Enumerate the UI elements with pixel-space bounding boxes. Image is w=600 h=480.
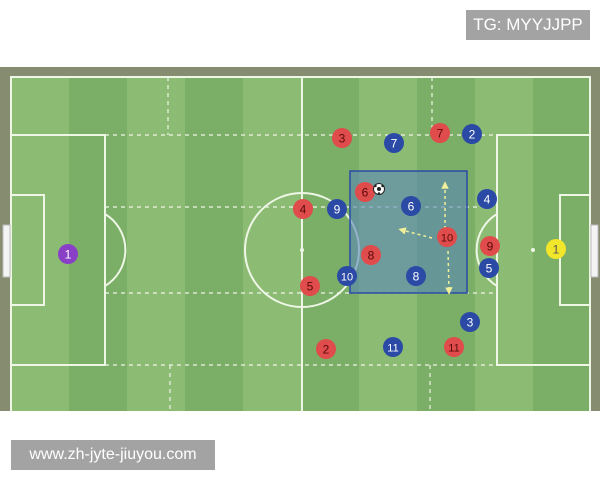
player-marker — [546, 239, 566, 259]
player-goalkeeper-left-1[interactable]: 1 — [58, 244, 78, 264]
player-red-2[interactable]: 2 — [316, 339, 336, 359]
player-marker — [460, 312, 480, 332]
player-marker — [355, 182, 375, 202]
player-number: 3 — [339, 132, 346, 146]
player-number: 1 — [65, 248, 72, 262]
player-marker — [337, 266, 357, 286]
player-blue-9[interactable]: 9 — [327, 199, 347, 219]
player-number: 3 — [467, 316, 474, 330]
player-blue-8[interactable]: 8 — [406, 266, 426, 286]
player-red-8[interactable]: 8 — [361, 245, 381, 265]
player-blue-5[interactable]: 5 — [479, 258, 499, 278]
pitch-markings — [10, 76, 591, 411]
telegram-tag-label: TG: MYYJJPP — [466, 10, 590, 40]
player-blue-4[interactable]: 4 — [477, 189, 497, 209]
player-marker — [316, 339, 336, 359]
player-number: 6 — [408, 200, 415, 214]
player-number: 9 — [487, 240, 494, 254]
player-goalkeeper-right-1[interactable]: 1 — [546, 239, 566, 259]
player-red-4[interactable]: 4 — [293, 199, 313, 219]
player-red-11[interactable]: 11 — [444, 337, 464, 357]
player-number: 5 — [307, 280, 314, 294]
player-red-7[interactable]: 7 — [430, 123, 450, 143]
player-marker — [384, 133, 404, 153]
player-marker — [462, 124, 482, 144]
player-marker — [327, 199, 347, 219]
player-number: 9 — [334, 203, 341, 217]
movement-arrow — [445, 250, 453, 295]
player-blue-11[interactable]: 11 — [383, 337, 403, 357]
player-marker — [437, 227, 457, 247]
player-marker — [480, 236, 500, 256]
player-number: 5 — [486, 262, 493, 276]
pitch-stripe — [185, 77, 243, 411]
player-number: 7 — [391, 137, 398, 151]
player-number: 10 — [441, 233, 453, 245]
player-red-5[interactable]: 5 — [300, 276, 320, 296]
player-blue-6[interactable]: 6 — [401, 196, 421, 216]
player-blue-10[interactable]: 10 — [337, 266, 357, 286]
soccer-ball-icon — [373, 183, 385, 195]
player-marker — [361, 245, 381, 265]
pitch-stripe — [127, 77, 185, 411]
player-number: 2 — [323, 343, 330, 357]
website-watermark: www.zh-jyte-jiuyou.com — [11, 440, 215, 470]
pitch-stripe — [69, 77, 127, 411]
player-marker — [430, 123, 450, 143]
player-number: 11 — [387, 343, 398, 355]
player-blue-2[interactable]: 2 — [462, 124, 482, 144]
pitch-stripe — [243, 77, 301, 411]
player-marker — [332, 128, 352, 148]
player-number: 2 — [469, 128, 476, 142]
player-number: 4 — [300, 203, 307, 217]
player-red-3[interactable]: 3 — [332, 128, 352, 148]
player-marker — [444, 337, 464, 357]
player-red-6[interactable]: 6 — [355, 182, 375, 202]
player-blue-3[interactable]: 3 — [460, 312, 480, 332]
player-number: 8 — [368, 249, 375, 263]
player-number: 6 — [362, 186, 369, 200]
player-blue-7[interactable]: 7 — [384, 133, 404, 153]
player-marker — [406, 266, 426, 286]
player-marker — [300, 276, 320, 296]
player-number: 8 — [413, 270, 420, 284]
pitch-stripe — [11, 77, 69, 411]
player-number: 1 — [553, 243, 560, 257]
player-red-10[interactable]: 10 — [437, 227, 457, 247]
player-marker — [293, 199, 313, 219]
player-number: 11 — [448, 343, 459, 355]
player-number: 7 — [437, 127, 444, 141]
player-red-9[interactable]: 9 — [480, 236, 500, 256]
goal-net-icon — [2, 224, 11, 278]
movement-arrows — [398, 181, 453, 295]
player-number: 10 — [341, 272, 353, 284]
player-marker — [383, 337, 403, 357]
movement-arrow — [398, 227, 433, 239]
player-marker — [401, 196, 421, 216]
goal-net-icon — [590, 224, 599, 278]
player-marker — [58, 244, 78, 264]
player-marker — [479, 258, 499, 278]
player-number: 4 — [484, 193, 491, 207]
player-marker — [477, 189, 497, 209]
